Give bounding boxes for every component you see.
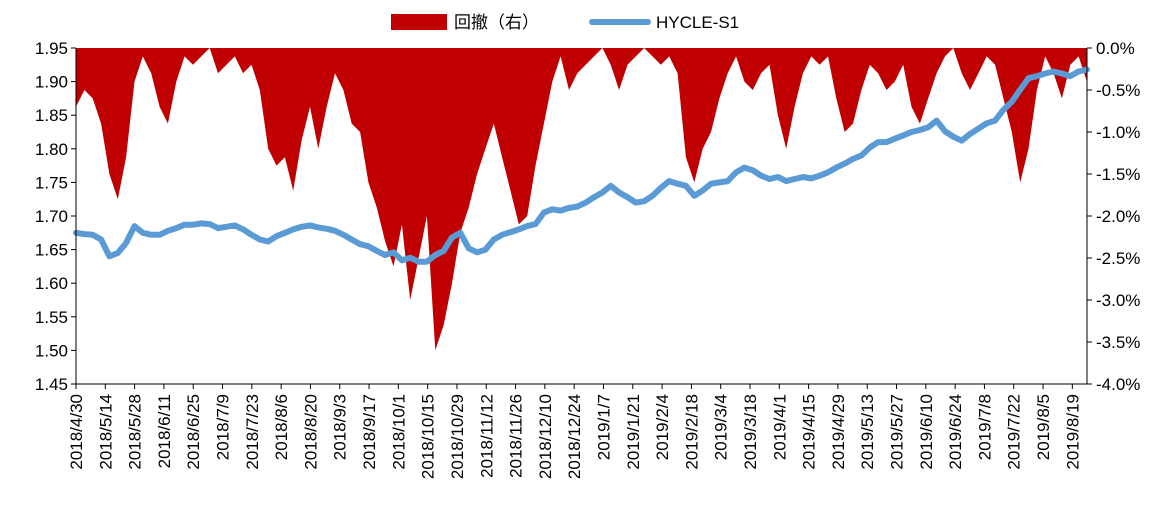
x-tick-label: 2019/5/27 (888, 394, 907, 470)
y-right-tick-label: -3.0% (1096, 291, 1140, 310)
x-tick-label: 2018/11/26 (507, 394, 526, 478)
x-tick-label: 2018/8/20 (301, 394, 320, 470)
x-tick-label: 2019/3/18 (741, 394, 760, 470)
y-left-tick-label: 1.85 (35, 106, 68, 125)
y-left-tick-label: 1.80 (35, 140, 68, 159)
x-tick-label: 2018/6/25 (184, 394, 203, 470)
x-tick-label: 2019/1/7 (594, 394, 613, 460)
x-tick-label: 2019/4/15 (800, 394, 819, 470)
y-left-tick-label: 1.65 (35, 241, 68, 260)
y-right-tick-label: -1.0% (1096, 123, 1140, 142)
x-tick-label: 2019/6/24 (946, 394, 965, 470)
x-tick-label: 2019/4/29 (829, 394, 848, 470)
y-left-tick-label: 1.45 (35, 375, 68, 394)
y-left-tick-label: 1.70 (35, 207, 68, 226)
y-left-tick-label: 1.55 (35, 308, 68, 327)
plot-area (73, 48, 1090, 351)
legend-swatch-drawdown (391, 14, 447, 30)
y-right-tick-label: -2.0% (1096, 207, 1140, 226)
x-tick-label: 2019/7/8 (975, 394, 994, 460)
y-left-tick-label: 1.50 (35, 341, 68, 360)
x-tick-label: 2019/2/4 (653, 394, 672, 460)
x-tick-label: 2018/4/30 (67, 394, 86, 470)
y-right-tick-label: -2.5% (1096, 249, 1140, 268)
x-tick-label: 2018/5/14 (96, 394, 115, 470)
y-right-tick-label: -3.5% (1096, 333, 1140, 352)
x-tick-label: 2018/12/24 (565, 394, 584, 479)
x-axis: 2018/4/30 2018/5/14 2018/5/28 2018/6/11 2018… (67, 383, 1087, 479)
y-right-tick-label: -1.5% (1096, 165, 1140, 184)
y-left-tick-label: 1.90 (35, 73, 68, 92)
y-axis-right: 0.0% -0.5% -1.0% -1.5% -2.0% -2.5% -3.0% -3.5% -… (1086, 39, 1140, 394)
x-tick-label: 2019/5/13 (858, 394, 877, 470)
x-tick-label: 2019/7/22 (1005, 394, 1024, 470)
x-tick-label: 2019/2/18 (682, 394, 701, 470)
x-tick-label: 2018/9/3 (331, 394, 350, 460)
x-tick-label: 2018/7/9 (214, 394, 233, 460)
y-axis-left: 1.95 1.90 1.85 1.80 1.75 1.70 1.65 1.60 1.55 1.50… (35, 39, 77, 394)
x-tick-label: 2018/12/10 (536, 394, 555, 479)
y-left-tick-label: 1.60 (35, 274, 68, 293)
y-right-tick-label: -0.5% (1096, 81, 1140, 100)
x-tick-label: 2018/7/23 (243, 394, 262, 470)
x-tick-label: 2018/9/17 (360, 394, 379, 470)
x-tick-label: 2019/3/4 (712, 394, 731, 460)
y-right-tick-label: 0.0% (1096, 39, 1135, 58)
x-tick-label: 2018/10/15 (419, 394, 438, 479)
x-tick-label: 2018/5/28 (126, 394, 145, 470)
x-tick-label: 2019/1/21 (624, 394, 643, 470)
x-tick-label: 2019/8/5 (1034, 394, 1053, 460)
x-tick-label: 2019/6/10 (917, 394, 936, 470)
legend-label-drawdown: 回撤（右） (454, 13, 539, 32)
x-tick-label: 2018/8/6 (272, 394, 291, 460)
x-tick-label: 2018/10/29 (448, 394, 467, 479)
x-tick-label: 2019/4/1 (770, 394, 789, 460)
y-left-tick-label: 1.75 (35, 173, 68, 192)
y-right-tick-label: -4.0% (1096, 375, 1140, 394)
legend-label-nav: HYCLE-S1 (656, 13, 739, 32)
legend: 回撤（右） HYCLE-S1 (391, 13, 739, 32)
x-tick-label: 2018/10/1 (389, 394, 408, 470)
nav-line (73, 66, 1090, 265)
drawdown-area (76, 48, 1087, 351)
x-tick-label: 2018/11/12 (477, 394, 496, 478)
y-left-tick-label: 1.95 (35, 39, 68, 58)
x-tick-label: 2019/8/19 (1063, 394, 1082, 470)
x-tick-label: 2018/6/11 (155, 394, 174, 468)
